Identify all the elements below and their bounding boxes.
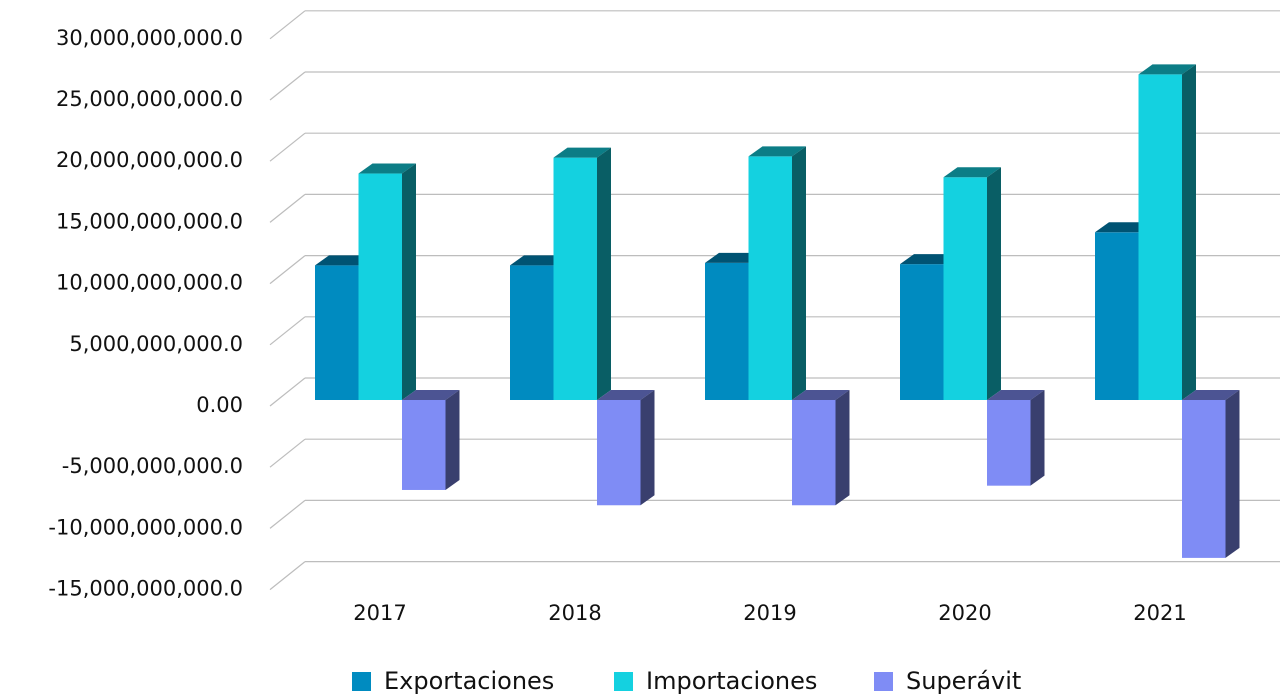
bar-side: [835, 390, 850, 506]
y-tick-label: 15,000,000,000.0: [56, 209, 243, 233]
grid-line: [269, 193, 306, 223]
bar-top: [943, 167, 1001, 178]
y-tick-label: -10,000,000,000.0: [48, 515, 243, 539]
y-tick-label: 0.00: [196, 393, 243, 417]
legend-label: Superávit: [906, 667, 1021, 695]
bar-top: [315, 255, 373, 266]
bar-side: [1030, 390, 1045, 486]
grid-line: [269, 316, 306, 346]
x-tick-label: 2020: [938, 601, 991, 625]
legend-swatch: [874, 672, 893, 691]
bar-top: [597, 390, 655, 400]
y-tick-label: -5,000,000,000.0: [62, 454, 243, 478]
x-tick-label: 2021: [1133, 601, 1186, 625]
bar-top: [987, 390, 1045, 400]
bar: [553, 157, 597, 400]
bar: [315, 265, 359, 400]
bar-top: [553, 147, 611, 158]
bar: [987, 400, 1031, 486]
grid-line: [269, 71, 306, 101]
bar: [597, 400, 641, 506]
bar: [1182, 400, 1226, 558]
x-tick-label: 2017: [353, 601, 406, 625]
bar-top: [402, 390, 460, 400]
grid-line: [269, 132, 306, 162]
bar-side: [1182, 64, 1196, 400]
legend-label: Exportaciones: [384, 667, 554, 695]
grid-line: [269, 499, 306, 529]
bar: [1138, 74, 1182, 400]
bar-side: [792, 146, 806, 400]
legend-label: Importaciones: [646, 667, 817, 695]
bar-top: [900, 254, 958, 265]
x-tick-label: 2019: [743, 601, 796, 625]
y-tick-label: 20,000,000,000.0: [56, 148, 243, 172]
bar: [705, 262, 749, 400]
y-tick-label: 25,000,000,000.0: [56, 87, 243, 111]
bar: [900, 264, 944, 400]
bar-side: [1225, 390, 1240, 558]
grid-line: [269, 10, 306, 40]
grid-line: [269, 377, 306, 407]
bar: [1095, 232, 1139, 400]
bar-top: [358, 163, 416, 174]
y-tick-label: 10,000,000,000.0: [56, 271, 243, 295]
bar-top: [510, 255, 568, 266]
bar: [748, 156, 792, 400]
bar-side: [987, 167, 1001, 400]
y-tick-label: 30,000,000,000.0: [56, 26, 243, 50]
x-tick-label: 2018: [548, 601, 601, 625]
bar-top: [1182, 390, 1240, 400]
grid-line: [269, 438, 306, 468]
bar: [943, 177, 987, 400]
bar-top: [705, 252, 763, 263]
legend-swatch: [614, 672, 633, 691]
bar-side: [640, 390, 655, 506]
bar-top: [1138, 64, 1196, 75]
bar: [402, 400, 446, 490]
bar-side: [597, 147, 611, 400]
bar: [358, 173, 402, 400]
bar-top: [792, 390, 850, 400]
bar-top: [748, 146, 806, 157]
bar: [792, 400, 836, 506]
legend-swatch: [352, 672, 371, 691]
bar: [510, 265, 554, 400]
bar-side: [402, 163, 416, 400]
bar-top: [1095, 222, 1153, 233]
grid-line: [269, 561, 306, 591]
y-tick-label: -15,000,000,000.0: [48, 577, 243, 601]
grid-line: [269, 255, 306, 285]
y-tick-label: 5,000,000,000.0: [69, 332, 243, 356]
bar-side: [445, 390, 460, 490]
